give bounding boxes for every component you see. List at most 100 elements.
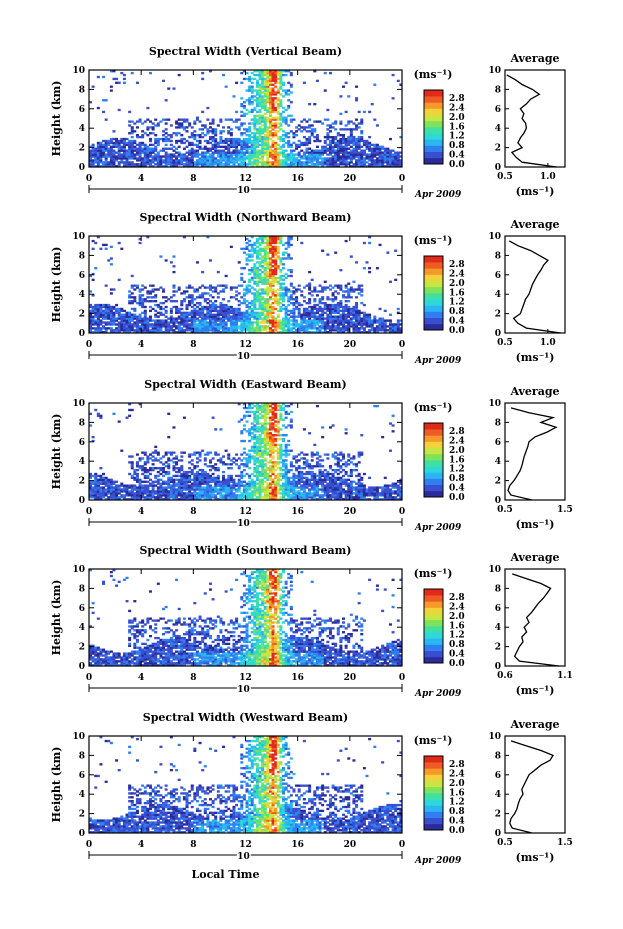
heatmap-cell — [261, 149, 265, 152]
heatmap-cell — [222, 159, 226, 162]
heatmap-cell — [253, 73, 257, 77]
heatmap-cell — [211, 153, 215, 156]
heatmap-cell — [250, 300, 254, 303]
heatmap-cell — [326, 147, 330, 150]
heatmap-cell — [263, 99, 267, 102]
heatmap-cell — [344, 159, 348, 162]
heatmap-cell — [109, 145, 113, 148]
heatmap-cell — [172, 153, 176, 156]
heatmap-cell — [133, 153, 137, 156]
heatmap-cell — [248, 259, 252, 262]
heatmap-cell — [276, 130, 280, 133]
heatmap-cell — [263, 153, 267, 156]
heatmap-cell — [347, 151, 351, 154]
heatmap-cell — [102, 163, 106, 166]
heatmap-cell — [198, 139, 202, 143]
heatmap-cell — [263, 325, 267, 328]
heatmap-cell — [120, 145, 124, 148]
heatmap-cell — [274, 159, 278, 162]
colorbar-swatch — [424, 262, 443, 269]
heatmap-cell — [248, 130, 252, 133]
heatmap-cell — [224, 284, 228, 287]
heatmap-cell — [276, 97, 280, 100]
heatmap-cell — [159, 301, 163, 305]
heatmap-cell — [305, 141, 309, 145]
heatmap-cell — [120, 307, 124, 311]
heatmap-cell — [302, 126, 306, 129]
heatmap-cell — [365, 313, 369, 316]
heatmap-cell — [268, 134, 272, 137]
heatmap-cell — [310, 132, 314, 135]
heatmap-cell — [89, 161, 93, 164]
heatmap-cell — [151, 151, 155, 154]
heatmap-cell — [248, 159, 252, 162]
heatmap-cell — [175, 165, 179, 168]
heatmap-cell — [274, 118, 278, 121]
heatmap-cell — [383, 309, 387, 313]
heatmap-cell — [268, 77, 272, 81]
heatmap-cell — [242, 247, 246, 250]
heatmap-cell — [323, 135, 327, 139]
heatmap-cell — [360, 135, 364, 139]
heatmap-cell — [266, 101, 270, 104]
heatmap-cell — [352, 305, 356, 309]
heatmap-cell — [214, 151, 218, 154]
heatmap-cell — [276, 280, 280, 283]
heatmap-cell — [334, 120, 338, 123]
heatmap-cell — [315, 149, 319, 152]
heatmap-cell — [122, 145, 126, 148]
heatmap-cell — [143, 298, 147, 301]
heatmap-cell — [287, 143, 291, 147]
heatmap-cell — [167, 463, 171, 466]
heatmap-cell — [271, 153, 275, 156]
heatmap-cell — [347, 300, 351, 303]
heatmap-cell — [357, 126, 361, 129]
heatmap-cell — [274, 276, 278, 280]
heatmap-cell — [91, 153, 95, 156]
heatmap-cell — [250, 97, 254, 100]
heatmap-cell — [240, 161, 244, 164]
heatmap-cell — [91, 145, 95, 148]
heatmap-cell — [211, 476, 215, 480]
heatmap-cell — [232, 296, 236, 299]
heatmap-cell — [208, 163, 212, 166]
heatmap-cell — [263, 267, 267, 270]
heatmap-cell — [339, 313, 343, 316]
heatmap-cell — [122, 494, 126, 497]
heatmap-cell — [235, 141, 239, 145]
heatmap-cell — [240, 301, 244, 305]
heatmap-cell — [104, 147, 108, 150]
heatmap-cell — [328, 163, 332, 166]
heatmap-cell — [219, 290, 223, 293]
heatmap-cell — [182, 147, 186, 150]
heatmap-cell — [263, 101, 267, 104]
heatmap-cell — [227, 163, 231, 166]
colorbar-swatch — [424, 268, 443, 275]
heatmap-cell — [219, 120, 223, 123]
heatmap-cell — [148, 309, 152, 313]
heatmap-cell — [122, 313, 126, 316]
heatmap-cell — [175, 155, 179, 158]
heatmap-cell — [156, 486, 160, 489]
heatmap-cell — [115, 139, 119, 143]
heatmap-cell — [271, 89, 275, 92]
heatmap-cell — [214, 163, 218, 166]
heatmap-cell — [310, 305, 314, 309]
heatmap-cell — [109, 245, 113, 249]
heatmap-cell — [240, 165, 244, 168]
heatmap-cell — [266, 85, 270, 88]
heatmap-cell — [279, 135, 283, 139]
heatmap-cell — [235, 147, 239, 150]
heatmap-cell — [240, 284, 244, 287]
heatmap-cell — [122, 309, 126, 313]
heatmap-cell — [276, 106, 280, 110]
heatmap-cell — [334, 303, 338, 307]
heatmap-cell — [154, 300, 158, 303]
heatmap-cell — [334, 165, 338, 168]
heatmap-cell — [133, 321, 137, 324]
heatmap-cell — [250, 108, 254, 112]
heatmap-cell — [342, 135, 346, 139]
heatmap-cell — [120, 157, 124, 160]
heatmap-cell — [211, 137, 215, 141]
heatmap-cell — [164, 296, 168, 299]
